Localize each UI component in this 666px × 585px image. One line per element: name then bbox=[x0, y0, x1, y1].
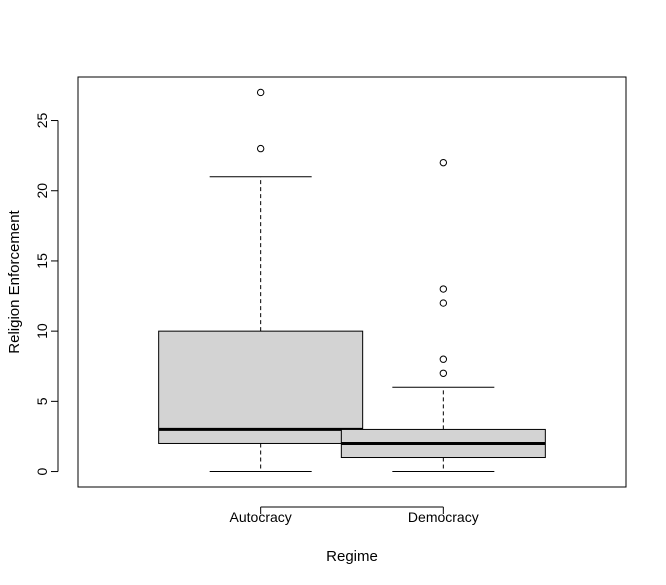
y-axis-title: Religion Enforcement bbox=[6, 209, 23, 353]
x-axis: Autocracy Democracy bbox=[230, 506, 479, 525]
outlier-point bbox=[439, 158, 448, 167]
y-tick-label: 0 bbox=[34, 467, 50, 475]
box-group-autocracy bbox=[158, 88, 364, 473]
y-tick-label: 25 bbox=[34, 113, 50, 129]
outlier-point bbox=[439, 285, 448, 293]
box-group-democracy bbox=[340, 158, 546, 473]
outlier-point bbox=[256, 144, 265, 153]
outlier-point bbox=[256, 88, 265, 97]
y-tick-label: 20 bbox=[34, 183, 50, 199]
y-tick-label: 5 bbox=[34, 397, 50, 405]
boxes-layer bbox=[158, 88, 546, 473]
outlier-point bbox=[439, 355, 448, 363]
x-tick-label: Autocracy bbox=[230, 509, 292, 525]
box-iqr bbox=[158, 330, 364, 444]
plot-frame bbox=[77, 76, 627, 488]
y-tick-label: 10 bbox=[34, 323, 50, 339]
x-axis-title: Regime bbox=[326, 548, 378, 565]
outlier-point bbox=[439, 369, 448, 377]
outlier-point bbox=[439, 299, 448, 307]
x-tick-label: Democracy bbox=[408, 509, 479, 525]
y-axis: 0 5 10 15 20 25 bbox=[34, 113, 59, 475]
y-tick-label: 15 bbox=[34, 253, 50, 269]
